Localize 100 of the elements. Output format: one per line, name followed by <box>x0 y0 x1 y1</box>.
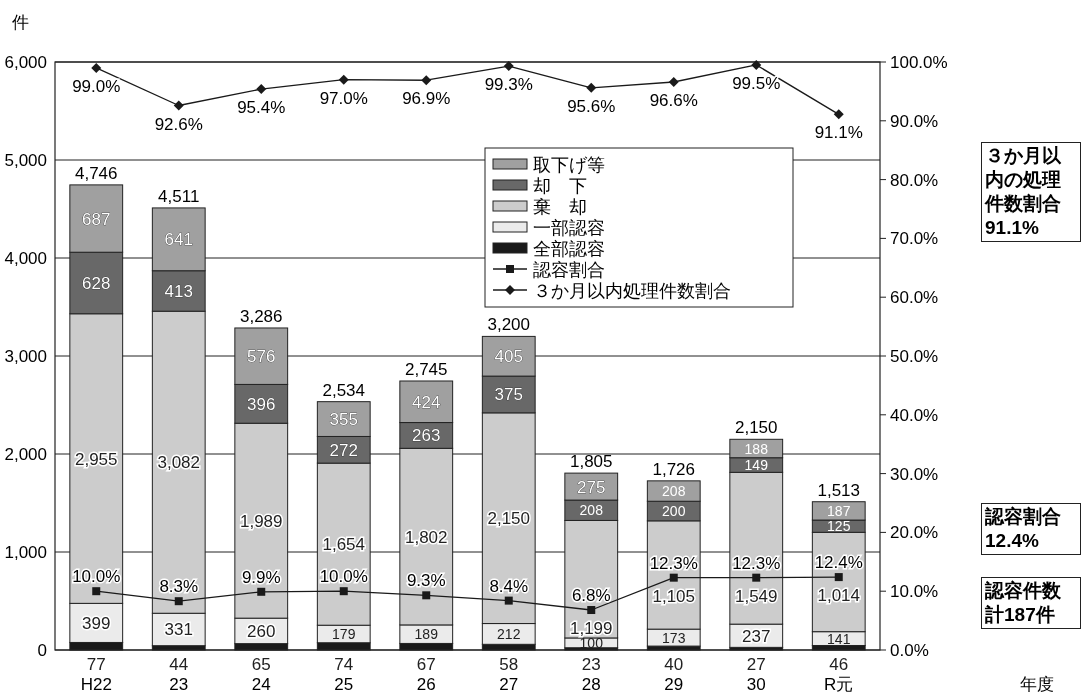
data-label: 641 <box>164 230 193 250</box>
data-label: 237 <box>742 626 771 646</box>
legend-label: 取下げ等 <box>533 155 605 175</box>
data-label: 375 <box>494 385 523 405</box>
data-label: 95.4% <box>237 98 286 118</box>
data-label: 27 <box>746 655 766 674</box>
point <box>752 573 761 582</box>
total-label: 1,726 <box>652 459 696 479</box>
data-label: 200 <box>662 503 686 520</box>
data-label: 188 <box>744 440 769 457</box>
data-label: 74 <box>334 655 354 674</box>
y2-tick-label: 40.0% <box>890 405 939 425</box>
data-label: 1,105 <box>652 586 696 606</box>
data-label: 687 <box>82 209 111 229</box>
y2-tick-label: 70.0% <box>890 229 939 249</box>
total-label: 2,534 <box>322 380 366 400</box>
data-label: 12.3% <box>649 553 698 573</box>
total-label: 3,200 <box>487 315 531 335</box>
data-label: 95.6% <box>567 96 616 116</box>
data-label: 6.8% <box>571 586 611 606</box>
data-label: 8.4% <box>489 576 529 596</box>
total-label: 3,286 <box>239 306 283 326</box>
y-tick-label: 1,000 <box>4 543 47 562</box>
point <box>504 596 513 605</box>
data-label: 173 <box>662 629 686 646</box>
data-label: 413 <box>164 281 193 301</box>
data-label: 1,802 <box>404 527 448 547</box>
data-label: 96.6% <box>649 90 698 110</box>
x-tick-label: R元 <box>824 675 854 694</box>
point <box>669 573 678 582</box>
data-label: 141 <box>827 630 851 647</box>
data-label: 212 <box>497 625 521 642</box>
data-label: 576 <box>247 347 276 367</box>
y-tick-label: 5,000 <box>4 151 47 170</box>
data-label: 208 <box>579 502 604 519</box>
data-label: 355 <box>329 410 358 430</box>
data-label: 396 <box>247 394 276 414</box>
y-tick-label: 6,000 <box>4 53 47 72</box>
y2-tick-label: 50.0% <box>890 347 939 366</box>
point <box>587 606 596 615</box>
data-label: 10.0% <box>319 567 368 587</box>
data-label: 189 <box>414 626 439 643</box>
data-label: 2,955 <box>74 449 118 469</box>
total-label: 2,150 <box>734 418 778 438</box>
legend-label: ３か月以内処理件数割合 <box>533 281 731 301</box>
data-label: 99.0% <box>72 76 121 96</box>
data-label: 1,199 <box>569 619 613 639</box>
x-axis-title: 年度 <box>1020 675 1054 694</box>
y2-tick-label: 80.0% <box>890 170 939 190</box>
data-label: 67 <box>416 655 436 674</box>
legend-label: 一部認容 <box>533 218 605 238</box>
x-tick-label: 26 <box>416 675 436 694</box>
y-tick-label: 0 <box>37 641 47 660</box>
legend-label: 全部認容 <box>533 239 605 259</box>
data-label: 8.3% <box>159 577 199 597</box>
point <box>586 82 597 93</box>
point <box>421 75 432 86</box>
point <box>257 587 266 596</box>
y2-tick-label: 0.0% <box>890 641 929 660</box>
data-label: 96.9% <box>402 89 451 109</box>
data-label: 10.0% <box>72 567 121 587</box>
point <box>503 61 514 72</box>
point <box>668 76 679 87</box>
x-tick-label: 25 <box>334 675 354 694</box>
point <box>422 591 431 600</box>
data-label: 272 <box>329 440 358 460</box>
data-label: 628 <box>82 273 111 293</box>
y-tick-label: 2,000 <box>4 445 47 464</box>
data-label: 58 <box>499 655 519 674</box>
total-label: 4,511 <box>158 186 200 206</box>
data-label: 23 <box>581 655 601 674</box>
data-label: 275 <box>577 477 606 497</box>
data-label: 9.3% <box>406 571 446 591</box>
y2-tick-label: 100.0% <box>890 53 948 72</box>
data-label: 208 <box>662 483 686 500</box>
point <box>174 597 183 606</box>
point <box>338 74 349 85</box>
point <box>834 573 843 582</box>
data-label: 65 <box>251 655 271 674</box>
legend-label: 棄 却 <box>533 197 587 217</box>
x-tick-label: 24 <box>251 675 271 694</box>
data-label: 9.9% <box>241 567 281 587</box>
data-label: 97.0% <box>319 88 368 108</box>
data-label: 46 <box>829 655 849 674</box>
data-label: 125 <box>827 518 851 535</box>
data-label: 424 <box>412 392 441 412</box>
data-label: 91.1% <box>814 123 863 143</box>
data-label: 2,150 <box>487 509 531 529</box>
legend-label: 認容割合 <box>533 260 605 280</box>
text: ３か月以内の処理件数割合91.1% <box>981 142 1081 242</box>
data-label: 1,654 <box>322 535 366 555</box>
y2-tick-label: 60.0% <box>890 288 939 308</box>
total-label: 1,513 <box>817 480 861 500</box>
data-label: 179 <box>332 625 356 642</box>
point <box>833 109 844 120</box>
data-label: 99.5% <box>732 73 781 93</box>
data-label: 99.3% <box>484 75 533 95</box>
data-label: 187 <box>827 502 851 519</box>
data-label: 1,549 <box>734 586 778 606</box>
y2-tick-label: 90.0% <box>890 111 939 131</box>
